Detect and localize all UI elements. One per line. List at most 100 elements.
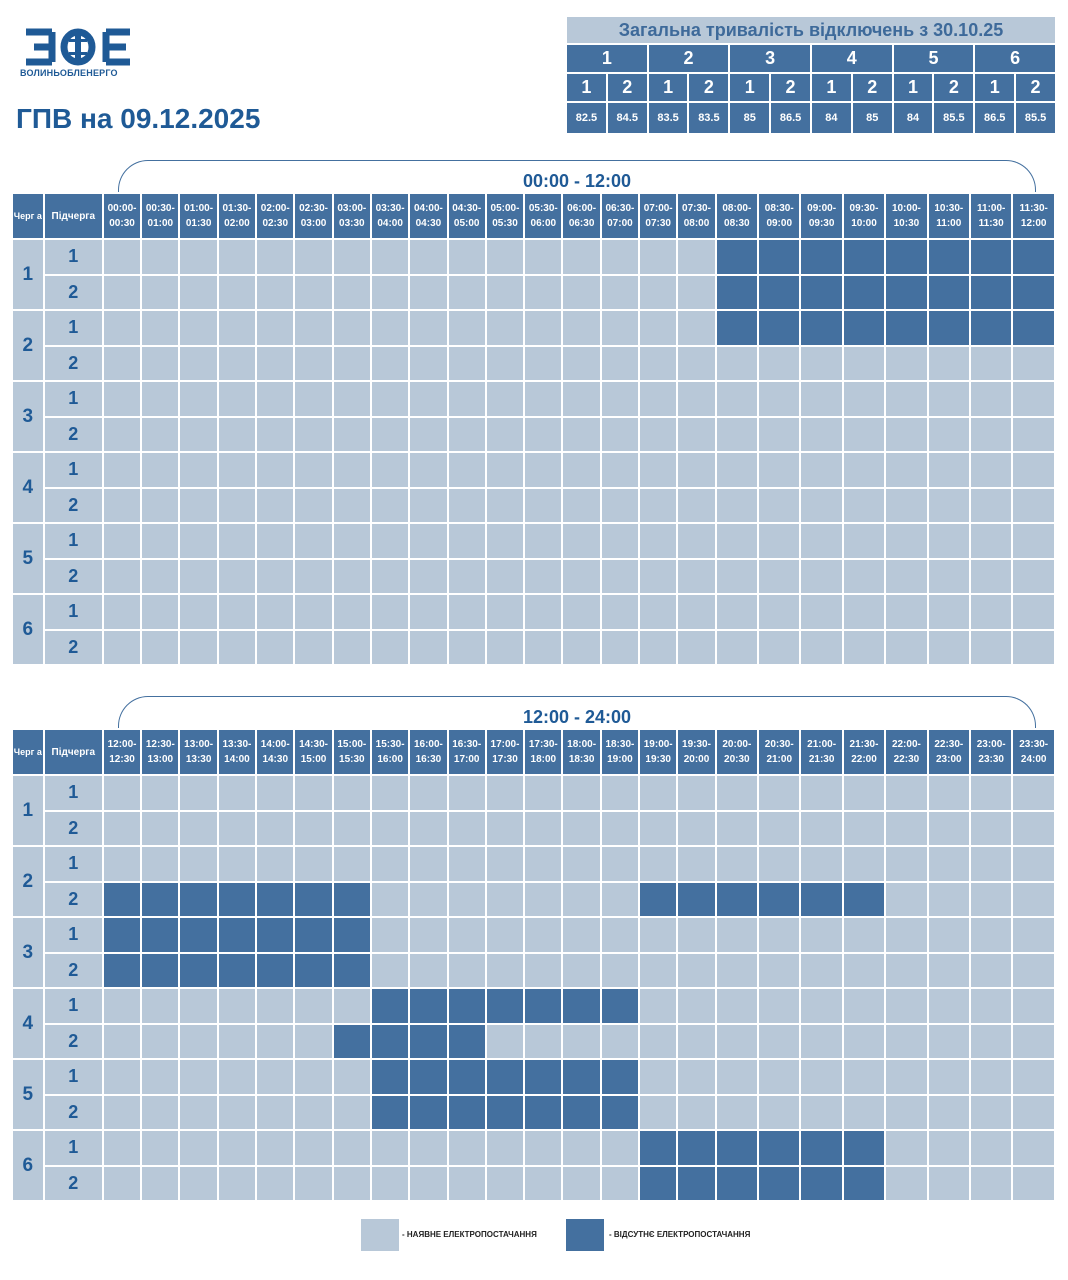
subqueue-label: 1 (42, 1058, 104, 1096)
powered-cell (331, 451, 372, 489)
subqueue-column-header: Підчерга (42, 728, 104, 776)
powered-cell (714, 987, 760, 1025)
time-slot-end: 04:30 (415, 218, 442, 229)
time-slot-start: 16:00- (413, 739, 443, 750)
powered-cell (1011, 344, 1056, 382)
outage-cell (884, 238, 929, 276)
powered-cell (799, 486, 844, 524)
time-slot-header: 01:30- 02:00 (216, 192, 258, 240)
powered-cell (484, 238, 526, 276)
outage-cell (561, 1093, 602, 1131)
powered-cell (484, 774, 526, 812)
summary-value: 84 (809, 101, 853, 135)
queue-label: 2 (11, 309, 45, 382)
table-row: 2 (12, 880, 1056, 918)
time-slot-start: 13:30- (222, 739, 252, 750)
outage-cell (484, 1058, 526, 1096)
powered-cell (926, 344, 971, 382)
powered-cell (523, 486, 564, 524)
outage-cell (599, 1093, 641, 1131)
powered-cell (599, 309, 641, 347)
outage-cell (714, 1129, 760, 1167)
time-slot-header: 00:00- 00:30 (101, 192, 143, 240)
time-slot-end: 01:30 (185, 218, 212, 229)
outage-cell (523, 1058, 564, 1096)
powered-cell (638, 344, 679, 382)
outage-cell (926, 309, 971, 347)
time-slot-header: 04:00- 04:30 (408, 192, 449, 240)
subqueue-label: 2 (42, 344, 104, 382)
powered-cell (216, 415, 258, 453)
summary-queue-1: 1 (565, 43, 649, 74)
powered-cell (926, 880, 971, 918)
powered-cell (293, 987, 334, 1025)
powered-cell (101, 1093, 143, 1131)
powered-cell (968, 522, 1014, 560)
summary-subqueue: 2 (932, 72, 976, 103)
outage-cell (101, 916, 143, 954)
powered-cell (926, 987, 971, 1025)
powered-cell (799, 557, 844, 595)
time-slot-end: 22:30 (893, 754, 920, 765)
subqueue-label: 2 (42, 951, 104, 989)
powered-cell (523, 951, 564, 989)
subqueue-label: 1 (42, 987, 104, 1025)
powered-cell (178, 1022, 219, 1060)
time-slot-start: 09:30- (849, 203, 879, 214)
powered-cell (216, 987, 258, 1025)
powered-cell (408, 809, 449, 847)
outage-cell (369, 987, 411, 1025)
time-slot-start: 15:00- (337, 739, 367, 750)
section-time-range: 12:00 - 24:00 (118, 696, 1036, 730)
time-slot-start: 05:30- (528, 203, 558, 214)
time-slot-end: 24:00 (1020, 754, 1047, 765)
powered-cell (968, 1022, 1014, 1060)
outage-cell (216, 951, 258, 989)
outage-cell (757, 309, 802, 347)
queue-label: 1 (11, 238, 45, 311)
outage-cell (841, 238, 887, 276)
powered-cell (926, 1022, 971, 1060)
outage-cell (714, 880, 760, 918)
powered-cell (714, 845, 760, 883)
powered-cell (1011, 880, 1056, 918)
time-slot-end: 05:00 (453, 218, 480, 229)
time-slot-end: 06:00 (530, 218, 557, 229)
table-row: 2 (12, 1093, 1056, 1131)
outage-cell (446, 987, 487, 1025)
powered-cell (968, 809, 1014, 847)
powered-cell (446, 273, 487, 311)
time-slot-start: 19:00- (643, 739, 673, 750)
time-slot-header: 07:30- 08:00 (676, 192, 717, 240)
powered-cell (1011, 951, 1056, 989)
powered-cell (968, 916, 1014, 954)
powered-cell (968, 1093, 1014, 1131)
powered-cell (408, 557, 449, 595)
powered-cell (484, 916, 526, 954)
subqueue-label: 2 (42, 273, 104, 311)
powered-cell (446, 593, 487, 631)
powered-cell (293, 522, 334, 560)
powered-cell (178, 415, 219, 453)
powered-cell (638, 809, 679, 847)
outage-cell (676, 880, 717, 918)
powered-cell (799, 987, 844, 1025)
powered-cell (926, 593, 971, 631)
outage-cell (369, 1093, 411, 1131)
powered-cell (638, 380, 679, 418)
outage-cell (968, 309, 1014, 347)
powered-cell (523, 916, 564, 954)
powered-cell (1011, 1058, 1056, 1096)
powered-cell (523, 845, 564, 883)
powered-cell (799, 415, 844, 453)
powered-cell (255, 238, 296, 276)
powered-cell (884, 486, 929, 524)
powered-cell (968, 451, 1014, 489)
powered-cell (714, 916, 760, 954)
powered-cell (714, 628, 760, 666)
powered-cell (331, 1058, 372, 1096)
powered-cell (676, 451, 717, 489)
powered-cell (484, 557, 526, 595)
time-slot-header: 02:30- 03:00 (293, 192, 334, 240)
outage-cell (714, 238, 760, 276)
